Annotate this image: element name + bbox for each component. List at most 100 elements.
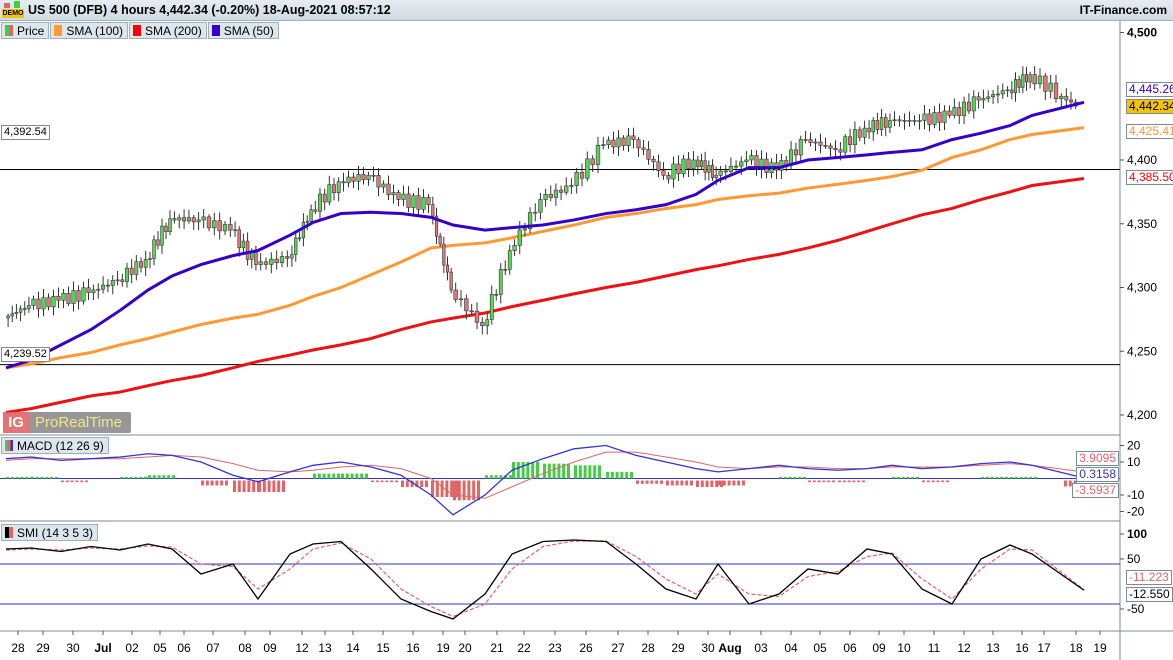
candle-up (201, 216, 206, 221)
candle-down (818, 141, 823, 146)
macd-histogram-bar (450, 480, 454, 497)
macd-histogram-bar (282, 480, 285, 493)
candle-up (421, 197, 426, 210)
candle-down (803, 139, 808, 141)
candle-up (517, 229, 522, 246)
macd-histogram-bar (499, 475, 503, 479)
macd-histogram-bar (838, 480, 841, 483)
candle-up (485, 319, 490, 327)
macd-label[interactable]: MACD (12 26 9) (1, 437, 109, 454)
macd-histogram-bar (20, 476, 24, 479)
legend-sma100[interactable]: SMA (100) (50, 22, 129, 39)
macd-histogram-bar (916, 476, 919, 479)
date-tick-label: 04 (784, 641, 798, 655)
macd-histogram-bar (606, 471, 609, 479)
candle-down (666, 175, 671, 180)
candle-down (857, 129, 862, 138)
candle-up (152, 239, 156, 259)
legend-price[interactable]: Price (1, 22, 50, 39)
legend-sma50[interactable]: SMA (50) (207, 22, 279, 39)
macd-histogram-bar (272, 480, 276, 493)
candle-up (902, 120, 907, 122)
macd-histogram-bar (1024, 476, 1028, 479)
macd-histogram-bar (700, 480, 704, 488)
macd-histogram-bar (134, 476, 138, 479)
candle-down (558, 189, 564, 193)
macd-histogram-bar (722, 480, 726, 486)
candle-down (164, 225, 168, 232)
macd-histogram-bar (630, 471, 633, 479)
macd-tick-label: -20 (1127, 505, 1145, 519)
smi-tick-label: 100 (1127, 527, 1147, 541)
legend-label: Price (17, 23, 45, 38)
proreal-time-logo: IG ProRealTime (3, 412, 131, 433)
date-tick-label: 11 (928, 641, 941, 655)
candle-down (474, 310, 480, 323)
last-price-label: 4,442.34 (1126, 99, 1173, 114)
macd-histogram-bar (489, 475, 493, 479)
ig-logo: IG (3, 412, 29, 433)
smi-line (5, 539, 1085, 620)
price-tick-label: 4,350 (1127, 217, 1157, 231)
candle-down (182, 217, 187, 222)
macd-histogram-bar (567, 463, 570, 479)
macd-histogram-bar (536, 462, 539, 479)
candle-down (710, 165, 715, 179)
smi-value-label: -12.550 (1126, 587, 1173, 602)
candle-down (1043, 75, 1048, 92)
date-tick-label: 30 (701, 641, 715, 655)
candle-down (237, 229, 242, 249)
candle-up (1021, 74, 1025, 88)
macd-histogram-bar (277, 480, 281, 493)
candle-up (27, 305, 31, 309)
candle-down (646, 149, 651, 160)
macd-label-text: MACD (12 26 9) (17, 438, 104, 453)
macd-histogram-bar (852, 480, 856, 483)
smi-label[interactable]: SMI (14 3 5 3) (1, 524, 99, 541)
macd-histogram-bar (798, 476, 802, 479)
macd-histogram-bar (50, 476, 54, 479)
macd-histogram-bar (355, 473, 359, 479)
candle-down (46, 297, 51, 308)
date-tick-label: 09 (872, 641, 886, 655)
chart-title: US 500 (DFB) 4 hours 4,442.34 (-0.20%) 1… (28, 3, 391, 17)
candle-down (431, 204, 435, 217)
candle-down (464, 298, 469, 312)
macd-histogram-bar (615, 471, 619, 479)
macd-histogram-bar (578, 465, 582, 479)
candle-down (217, 220, 222, 232)
sma100-line (5, 126, 1085, 370)
macd-histogram-bar (718, 480, 721, 486)
macd-histogram-bar (129, 476, 133, 479)
macd-histogram-bar (494, 475, 498, 479)
candle-up (1048, 82, 1053, 92)
macd-swatch-icon (5, 440, 13, 451)
macd-histogram-bar (583, 465, 587, 479)
candle-down (438, 235, 442, 245)
macd-histogram-bar (685, 480, 689, 486)
macd-histogram-bar (61, 480, 64, 483)
candle-up (391, 192, 396, 195)
macd-histogram-bar (233, 480, 236, 493)
candle-up (574, 172, 579, 186)
candle-up (366, 175, 371, 180)
candle-up (101, 284, 106, 290)
candle-up (381, 183, 386, 188)
macd-histogram-bar (75, 480, 79, 483)
macd-histogram-bar (670, 480, 674, 486)
price-swatch-icon (5, 25, 13, 36)
candle-up (258, 261, 263, 265)
candle-up (6, 315, 10, 319)
macd-histogram-bar (435, 480, 439, 497)
date-tick-label: 13 (986, 641, 1000, 655)
candle-down (927, 113, 932, 125)
macd-histogram-bar (516, 462, 520, 479)
macd-histogram-bar (1029, 476, 1033, 479)
candle-up (1028, 74, 1032, 83)
candle-down (676, 163, 681, 175)
candle-down (754, 155, 759, 170)
macd-histogram-bar (625, 471, 629, 479)
candle-down (86, 287, 91, 293)
legend-sma200[interactable]: SMA (200) (129, 22, 207, 39)
